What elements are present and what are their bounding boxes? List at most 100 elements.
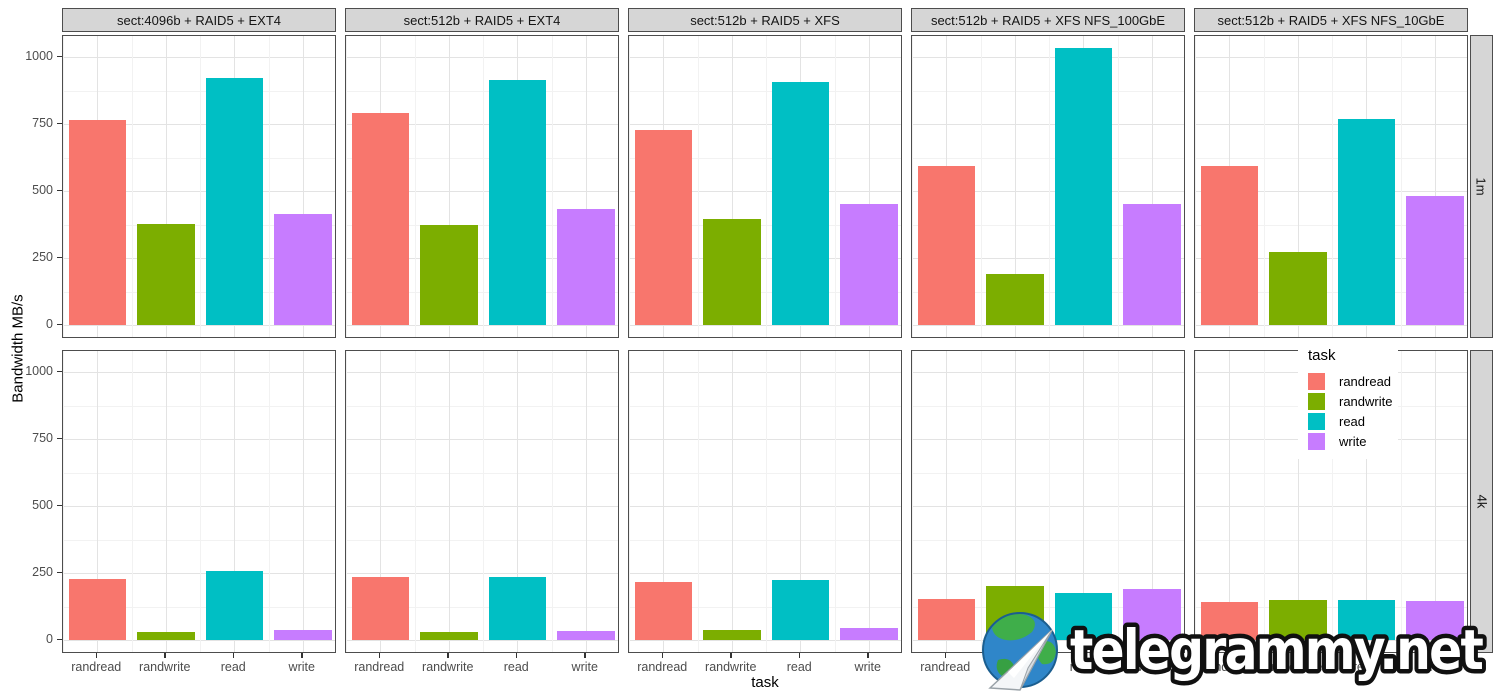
legend-item-label: write bbox=[1339, 433, 1367, 449]
legend-item-read: read bbox=[1308, 411, 1398, 431]
gridline-major bbox=[629, 57, 901, 58]
gridline-major bbox=[629, 640, 901, 641]
vgridline-minor bbox=[980, 36, 982, 337]
vgridline-minor bbox=[551, 351, 553, 652]
vgridline-minor bbox=[63, 351, 64, 652]
gridline-minor bbox=[629, 90, 901, 92]
bar-read bbox=[488, 577, 546, 640]
gridline-major bbox=[629, 258, 901, 259]
gridline-minor bbox=[63, 539, 335, 541]
x-tick-mark bbox=[232, 653, 235, 658]
vgridline-minor bbox=[131, 351, 133, 652]
vgridline-major bbox=[800, 351, 802, 652]
x-tick-mark bbox=[730, 653, 732, 658]
x-tick-mark bbox=[515, 653, 518, 658]
bar-randwrite bbox=[703, 630, 761, 640]
bar-randwrite bbox=[137, 631, 195, 640]
vgridline-major bbox=[585, 36, 587, 337]
panel-4k-3 bbox=[628, 350, 902, 653]
gridline-minor bbox=[1195, 90, 1467, 92]
gridline-major bbox=[912, 439, 1184, 440]
vgridline-major bbox=[97, 351, 99, 652]
y-tick-label: 750 bbox=[32, 431, 53, 445]
y-tick-label: 1000 bbox=[25, 49, 53, 63]
facet-row-label: 1m bbox=[1474, 177, 1489, 196]
gridline-minor bbox=[346, 539, 618, 541]
gridline-minor bbox=[912, 405, 1184, 407]
gridline-major bbox=[629, 124, 901, 125]
y-tick-mark bbox=[57, 638, 62, 640]
gridline-minor bbox=[346, 606, 618, 608]
gridline-major bbox=[912, 191, 1184, 192]
x-tick-label: write bbox=[288, 660, 315, 674]
x-tick-mark bbox=[95, 653, 98, 658]
gridline-major bbox=[63, 506, 335, 507]
gridline-major bbox=[1195, 325, 1467, 326]
vgridline-minor bbox=[346, 36, 347, 337]
x-tick-label: randwrite bbox=[1271, 660, 1323, 674]
vgridline-major bbox=[1151, 36, 1153, 337]
legend-key-swatch bbox=[1308, 392, 1325, 410]
bar-write bbox=[1123, 588, 1181, 640]
gridline-minor bbox=[912, 539, 1184, 541]
vgridline-minor bbox=[697, 36, 699, 337]
bar-randread bbox=[1200, 602, 1258, 640]
gridline-major bbox=[629, 439, 901, 440]
gridline-minor bbox=[629, 405, 901, 407]
gridline-minor bbox=[63, 90, 335, 92]
gridline-major bbox=[63, 258, 335, 259]
x-tick-mark bbox=[1227, 653, 1230, 658]
bar-randwrite bbox=[986, 585, 1044, 640]
gridline-minor bbox=[912, 606, 1184, 608]
vgridline-minor bbox=[766, 36, 767, 337]
bar-randread bbox=[1200, 165, 1258, 325]
vgridline-minor bbox=[1332, 36, 1333, 337]
legend-item-label: read bbox=[1339, 413, 1366, 429]
y-tick-mark bbox=[57, 571, 62, 573]
vgridline-minor bbox=[1263, 351, 1265, 652]
x-tick-mark bbox=[661, 653, 664, 658]
vgridline-minor bbox=[1195, 36, 1196, 337]
vgridline-major bbox=[731, 351, 733, 652]
gridline-minor bbox=[346, 157, 618, 159]
x-tick-mark bbox=[944, 653, 947, 658]
y-tick-mark bbox=[57, 437, 62, 439]
vgridline-minor bbox=[980, 351, 982, 652]
gridline-major bbox=[346, 439, 618, 440]
gridline-minor bbox=[1195, 157, 1467, 159]
bar-randwrite bbox=[137, 223, 195, 325]
x-tick-label: randread bbox=[637, 660, 688, 674]
vgridline-minor bbox=[1049, 36, 1050, 337]
gridline-minor bbox=[1195, 291, 1467, 293]
gridline-major bbox=[346, 640, 618, 641]
vgridline-minor bbox=[1049, 351, 1050, 652]
vgridline-major bbox=[1297, 351, 1299, 652]
vgridline-minor bbox=[268, 351, 270, 652]
vgridline-major bbox=[1434, 351, 1436, 652]
gridline-minor bbox=[629, 157, 901, 159]
gridline-major bbox=[346, 573, 618, 574]
legend-item-write: write bbox=[1308, 431, 1398, 451]
bar-read bbox=[771, 82, 829, 325]
bar-randwrite bbox=[703, 219, 761, 325]
vgridline-major bbox=[1297, 36, 1299, 337]
vgridline-major bbox=[731, 36, 733, 337]
vgridline-major bbox=[663, 351, 665, 652]
x-tick-label: write bbox=[854, 660, 881, 674]
gridline-major bbox=[912, 640, 1184, 641]
gridline-major bbox=[346, 372, 618, 373]
y-tick-label: 500 bbox=[32, 183, 53, 197]
x-tick-label: randwrite bbox=[139, 660, 191, 674]
panel-1m-5 bbox=[1194, 35, 1468, 338]
gridline-minor bbox=[1195, 224, 1467, 226]
gridline-major bbox=[912, 372, 1184, 373]
x-axis-title: task bbox=[751, 674, 779, 691]
vgridline-major bbox=[585, 351, 587, 652]
gridline-minor bbox=[63, 606, 335, 608]
legend-items: randread randwrite read write bbox=[1308, 371, 1398, 451]
x-tick-label: randwrite bbox=[422, 660, 474, 674]
vgridline-major bbox=[1366, 351, 1368, 652]
gridline-major bbox=[346, 191, 618, 192]
bar-read bbox=[1054, 592, 1112, 640]
vgridline-major bbox=[1014, 351, 1016, 652]
